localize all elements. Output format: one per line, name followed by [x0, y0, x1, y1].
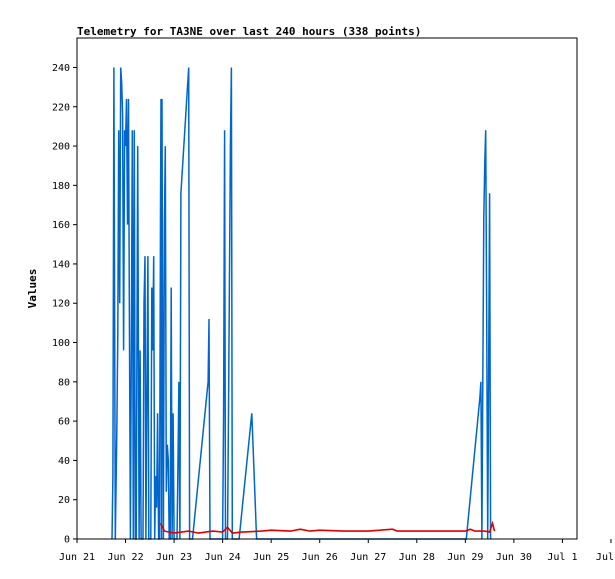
x-tick-label: Jun 24 [205, 552, 241, 563]
series-2-line [159, 520, 496, 534]
y-axis: 0 20 40 60 80 100 120 140 160 180 200 220 240 [52, 63, 77, 546]
x-tick-label: Jul 1 [547, 552, 577, 563]
y-tick-label: 180 [52, 181, 70, 192]
y-tick-label: 0 [64, 535, 70, 546]
x-tick-label: Jun 25 [253, 552, 289, 563]
x-tick-label: Jun 29 [447, 552, 483, 563]
y-tick-label: 140 [52, 259, 70, 270]
x-tick-label: Jun 27 [350, 552, 386, 563]
y-tick-label: 40 [58, 456, 70, 467]
y-tick-label: 80 [58, 377, 70, 388]
y-tick-label: 20 [58, 495, 70, 506]
y-axis-label: Values [26, 269, 39, 309]
y-tick-label: 240 [52, 63, 70, 74]
x-tick-label: Jun 26 [302, 552, 338, 563]
x-tick-label: Jun 23 [156, 552, 192, 563]
y-tick-label: 160 [52, 220, 70, 231]
x-tick-label: Jun 30 [496, 552, 532, 563]
x-axis: Jun 21 Jun 22 Jun 23 Jun 24 Jun 25 Jun 26 Jun … [59, 539, 615, 563]
x-tick-label: Jul 2 [596, 552, 615, 563]
y-tick-label: 120 [52, 299, 70, 310]
y-tick-label: 220 [52, 102, 70, 113]
x-tick-label: Jun 22 [107, 552, 143, 563]
plot-area [77, 67, 577, 540]
x-tick-label: Jun 21 [59, 552, 95, 563]
y-tick-label: 60 [58, 417, 70, 428]
chart-title: Telemetry for TA3NE over last 240 hours … [77, 25, 421, 38]
y-tick-label: 200 [52, 142, 70, 153]
x-tick-label: Jun 28 [399, 552, 435, 563]
y-tick-label: 100 [52, 338, 70, 349]
series-1-line [111, 67, 492, 540]
